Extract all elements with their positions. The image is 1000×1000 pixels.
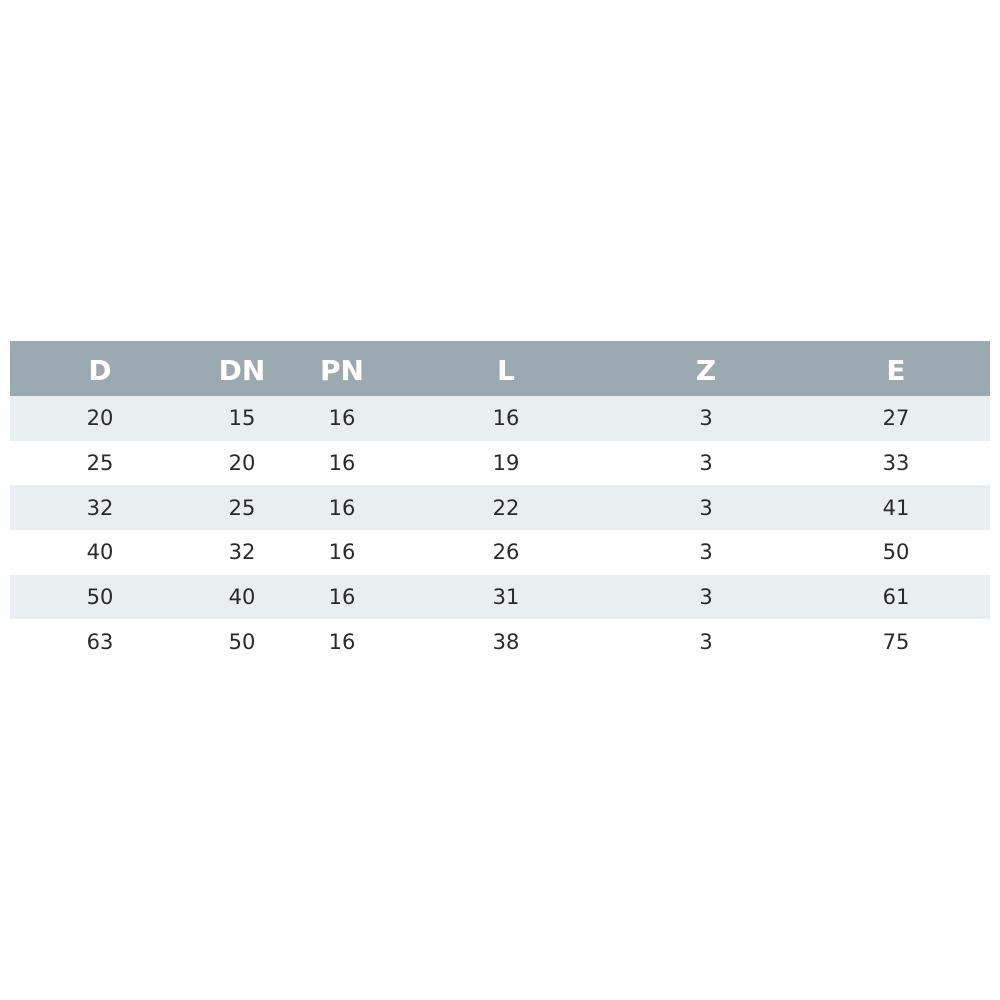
table-cell: 16 bbox=[328, 540, 356, 565]
table-row: 25 20 16 19 3 33 bbox=[10, 441, 990, 486]
table-cell: 16 bbox=[328, 406, 356, 431]
column-header: DN bbox=[218, 353, 266, 387]
table-cell: 50 bbox=[882, 540, 910, 565]
table-cell: 16 bbox=[328, 629, 356, 654]
table-row: 40 32 16 26 3 50 bbox=[10, 530, 990, 575]
table-cell: 75 bbox=[882, 629, 910, 654]
table-cell: 41 bbox=[882, 495, 910, 520]
table-cell: 27 bbox=[882, 406, 910, 431]
table-cell: 38 bbox=[492, 629, 520, 654]
table-cell: 50 bbox=[228, 629, 256, 654]
table-cell: 3 bbox=[699, 451, 713, 476]
table-cell: 63 bbox=[86, 629, 114, 654]
table-cell: 3 bbox=[699, 629, 713, 654]
table-cell: 31 bbox=[492, 585, 520, 610]
table-cell: 61 bbox=[882, 585, 910, 610]
table-row: 63 50 16 38 3 75 bbox=[10, 619, 990, 664]
table-row: 20 15 16 16 3 27 bbox=[10, 396, 990, 441]
dimensions-table: D DN PN L Z E 20 15 16 16 3 27 25 20 16 19 3 33 32 25 16 22 3 4… bbox=[10, 341, 990, 664]
table-cell: 25 bbox=[86, 451, 114, 476]
table-cell: 32 bbox=[86, 495, 114, 520]
table-cell: 50 bbox=[86, 585, 114, 610]
table-cell: 33 bbox=[882, 451, 910, 476]
table-cell: 3 bbox=[699, 585, 713, 610]
table-cell: 40 bbox=[228, 585, 256, 610]
table-cell: 19 bbox=[492, 451, 520, 476]
column-header: E bbox=[886, 353, 906, 387]
table-cell: 26 bbox=[492, 540, 520, 565]
table-cell: 16 bbox=[328, 585, 356, 610]
column-header: D bbox=[88, 353, 112, 387]
table-cell: 25 bbox=[228, 495, 256, 520]
table-cell: 16 bbox=[328, 451, 356, 476]
table-cell: 3 bbox=[699, 406, 713, 431]
table-cell: 3 bbox=[699, 540, 713, 565]
table-cell: 15 bbox=[228, 406, 256, 431]
header-row: D DN PN L Z E bbox=[10, 341, 990, 396]
table-cell: 16 bbox=[492, 406, 520, 431]
table-cell: 20 bbox=[86, 406, 114, 431]
table-cell: 22 bbox=[492, 495, 520, 520]
column-header: Z bbox=[695, 353, 717, 387]
table-row: 50 40 16 31 3 61 bbox=[10, 574, 990, 620]
column-header: L bbox=[497, 353, 515, 387]
table-cell: 16 bbox=[328, 495, 356, 520]
table-cell: 3 bbox=[699, 495, 713, 520]
table-cell: 40 bbox=[86, 540, 114, 565]
table-cell: 20 bbox=[228, 451, 256, 476]
table-cell: 32 bbox=[228, 540, 256, 565]
column-header: PN bbox=[320, 353, 364, 387]
table-row: 32 25 16 22 3 41 bbox=[10, 485, 990, 531]
